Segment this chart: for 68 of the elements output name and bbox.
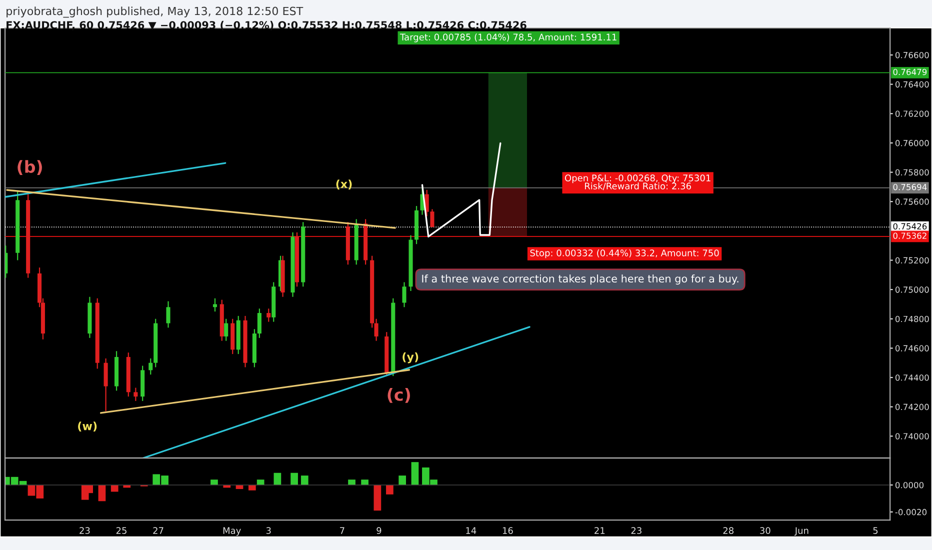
bar bbox=[398, 476, 406, 485]
annotation: Stop: 0.00332 (0.44%) 33.2, Amount: 750 bbox=[530, 249, 719, 258]
x-tick-label: 7 bbox=[340, 527, 344, 534]
annotation: Target: 0.00785 (1.04%) 78.5, Amount: 1591.11 bbox=[400, 34, 616, 42]
y-tick-label: 0.74600 bbox=[895, 345, 929, 352]
bar bbox=[361, 480, 368, 485]
y-tick-label: 0.75600 bbox=[895, 198, 929, 205]
annotation: (x) bbox=[336, 180, 352, 190]
x-tick-label: 23 bbox=[80, 527, 90, 534]
ref-line-label: 0.75426 bbox=[893, 223, 927, 230]
x-tick-label: May bbox=[223, 527, 241, 536]
y-tick-label: 0.76600 bbox=[895, 52, 929, 58]
y-tick-label: -0.0020 bbox=[895, 508, 927, 516]
bar bbox=[256, 480, 264, 485]
chart-title: priyobrata_ghosh published, May 13, 2018 12:50 EST bbox=[6, 6, 304, 18]
annotation: Open P&L: -0.00268, Qty: 75301 Risk/Reward Ratio: 2.36 bbox=[564, 174, 710, 190]
annotation: (b) bbox=[18, 160, 42, 175]
annotation: If a three wave correction takes place here then go for a buy. bbox=[422, 274, 738, 285]
bar bbox=[411, 462, 419, 485]
x-tick-label: 27 bbox=[153, 527, 164, 534]
candlestick bbox=[148, 358, 153, 376]
bar bbox=[248, 484, 256, 490]
y-tick-label: 0.74800 bbox=[895, 316, 929, 322]
annotation: (c) bbox=[388, 388, 410, 403]
bar bbox=[374, 484, 382, 511]
x-tick-label: 3 bbox=[266, 527, 271, 534]
candlestick bbox=[224, 318, 228, 342]
x-tick-label: 9 bbox=[376, 527, 382, 534]
bar bbox=[98, 484, 106, 502]
bar bbox=[274, 472, 282, 485]
y-tick-label: 0.75200 bbox=[895, 257, 929, 264]
candlestick bbox=[104, 358, 108, 412]
y-tick-label: 0.0000 bbox=[895, 482, 924, 488]
x-tick-label: 23 bbox=[631, 527, 642, 534]
y-tick-label: 0.75800 bbox=[895, 169, 929, 176]
candlestick bbox=[257, 308, 262, 338]
ref-line-label: 0.75362 bbox=[893, 232, 926, 239]
x-tick-label: Jun bbox=[794, 527, 808, 536]
x-tick-label: 14 bbox=[466, 527, 476, 534]
y-tick-label: 0.76400 bbox=[895, 81, 929, 88]
candlestick bbox=[266, 308, 271, 322]
bar bbox=[210, 480, 218, 485]
y-tick-label: 0.74000 bbox=[895, 433, 929, 440]
y-tick-label: 0.74400 bbox=[895, 374, 929, 381]
x-tick-label: 25 bbox=[116, 527, 126, 534]
y-tick-label: 0.75000 bbox=[895, 286, 929, 293]
x-tick-label: 21 bbox=[594, 527, 605, 534]
x-tick-label: 28 bbox=[723, 527, 734, 534]
bar bbox=[110, 484, 118, 492]
annotation: (y) bbox=[402, 352, 418, 364]
annotation: (w) bbox=[78, 422, 97, 432]
ref-line-label: 0.76479 bbox=[893, 68, 927, 76]
bar bbox=[290, 472, 298, 485]
chart-subtitle: FX:AUDCHF, 60 0.75426 ▼ −0.00093 (−0.12%) O:0.75532 H:0.75548 L:0.75426 C:0.75426 bbox=[6, 20, 526, 30]
bar bbox=[386, 484, 394, 494]
candlestick bbox=[134, 387, 138, 402]
ref-line-label: 0.75694 bbox=[893, 184, 927, 190]
bar bbox=[348, 480, 356, 485]
x-tick-label: 16 bbox=[502, 527, 513, 534]
x-tick-label: 5 bbox=[873, 527, 878, 534]
candlestick bbox=[212, 298, 218, 312]
candlestick bbox=[166, 300, 170, 328]
x-tick-label: 30 bbox=[760, 527, 770, 534]
bar bbox=[300, 476, 308, 485]
candlestick bbox=[402, 282, 406, 308]
y-tick-label: 0.76200 bbox=[895, 110, 929, 117]
y-tick-label: 0.76000 bbox=[895, 140, 929, 146]
y-tick-label: 0.74200 bbox=[895, 404, 929, 410]
